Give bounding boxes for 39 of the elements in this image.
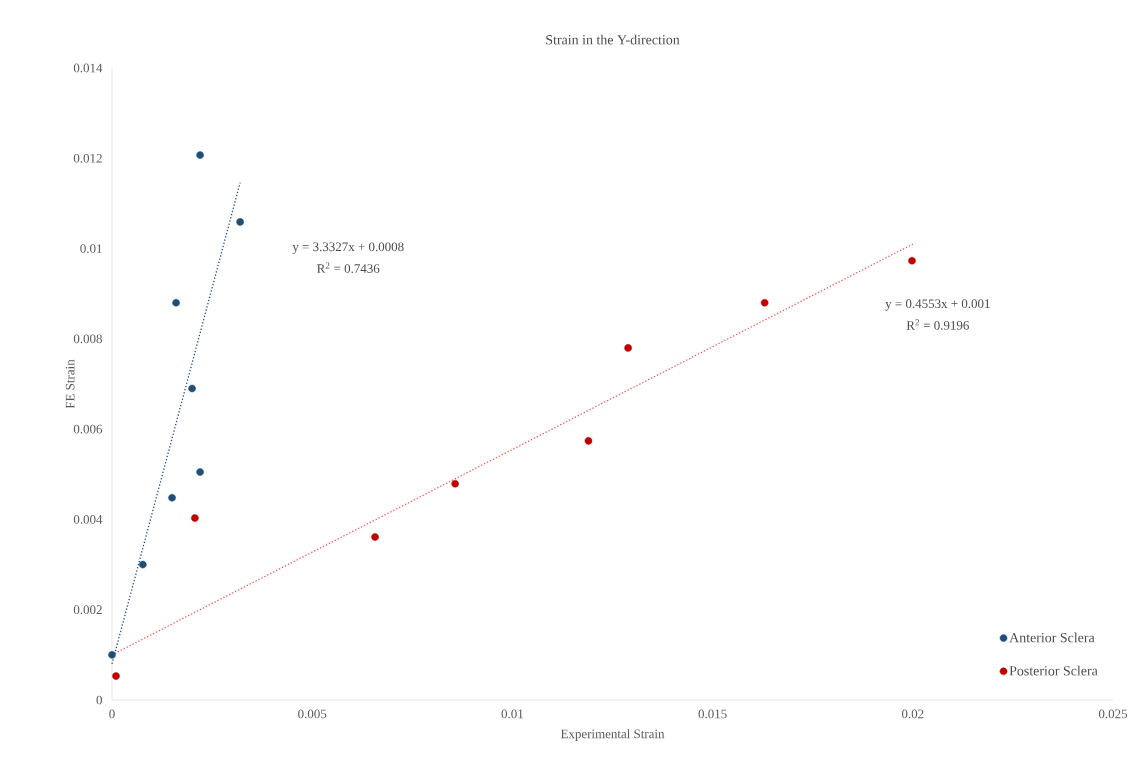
point (196, 151, 204, 159)
annotation: R$^{2}$ = 0.9196 (906, 319, 969, 330)
y-tick-label: 0 (96, 695, 102, 705)
point (451, 479, 459, 488)
point (908, 256, 916, 265)
point (584, 437, 593, 445)
legend-label: Anterior Sclera (1009, 632, 1095, 643)
annotation: y = 0.4553x + 0.001 (885, 299, 990, 311)
x-tick-label: 0.005 (298, 709, 327, 719)
annotation: y = 3.3327x + 0.0008 (292, 242, 404, 254)
point (760, 298, 769, 307)
point (196, 468, 204, 476)
annotation: R$^{2}$ = 0.7436 (317, 262, 380, 273)
point (108, 651, 116, 659)
y-tick-label: 0.012 (73, 153, 102, 163)
y-tick-label: 0.004 (73, 515, 103, 524)
y-tick-label: 0.006 (73, 424, 103, 434)
x-tick-label: 0.01 (501, 709, 523, 719)
y-tick-label: 0.014 (73, 63, 103, 73)
x-tick-label: 0.025 (1098, 709, 1128, 719)
chart-title: Strain in the Y-direction (546, 34, 680, 45)
point (139, 560, 147, 569)
y-tick-label: 0.008 (73, 334, 102, 344)
point (172, 298, 180, 307)
y-axis-title: FE Strain (65, 359, 75, 409)
x-tick-label: 0.02 (901, 709, 924, 719)
y-tick-label: 0.01 (80, 244, 102, 253)
point (112, 672, 120, 680)
point (371, 533, 379, 541)
point (168, 493, 176, 502)
point (624, 344, 632, 352)
point (236, 218, 244, 226)
x-tick-label: 0.015 (698, 709, 727, 719)
x-axis-title: Experimental Strain (560, 729, 665, 741)
point (188, 384, 196, 393)
x-tick-label: 0 (109, 709, 115, 719)
legend-label: Posterior Sclera (1009, 665, 1098, 676)
point (191, 514, 199, 522)
y-tick-label: 0.002 (73, 605, 102, 615)
